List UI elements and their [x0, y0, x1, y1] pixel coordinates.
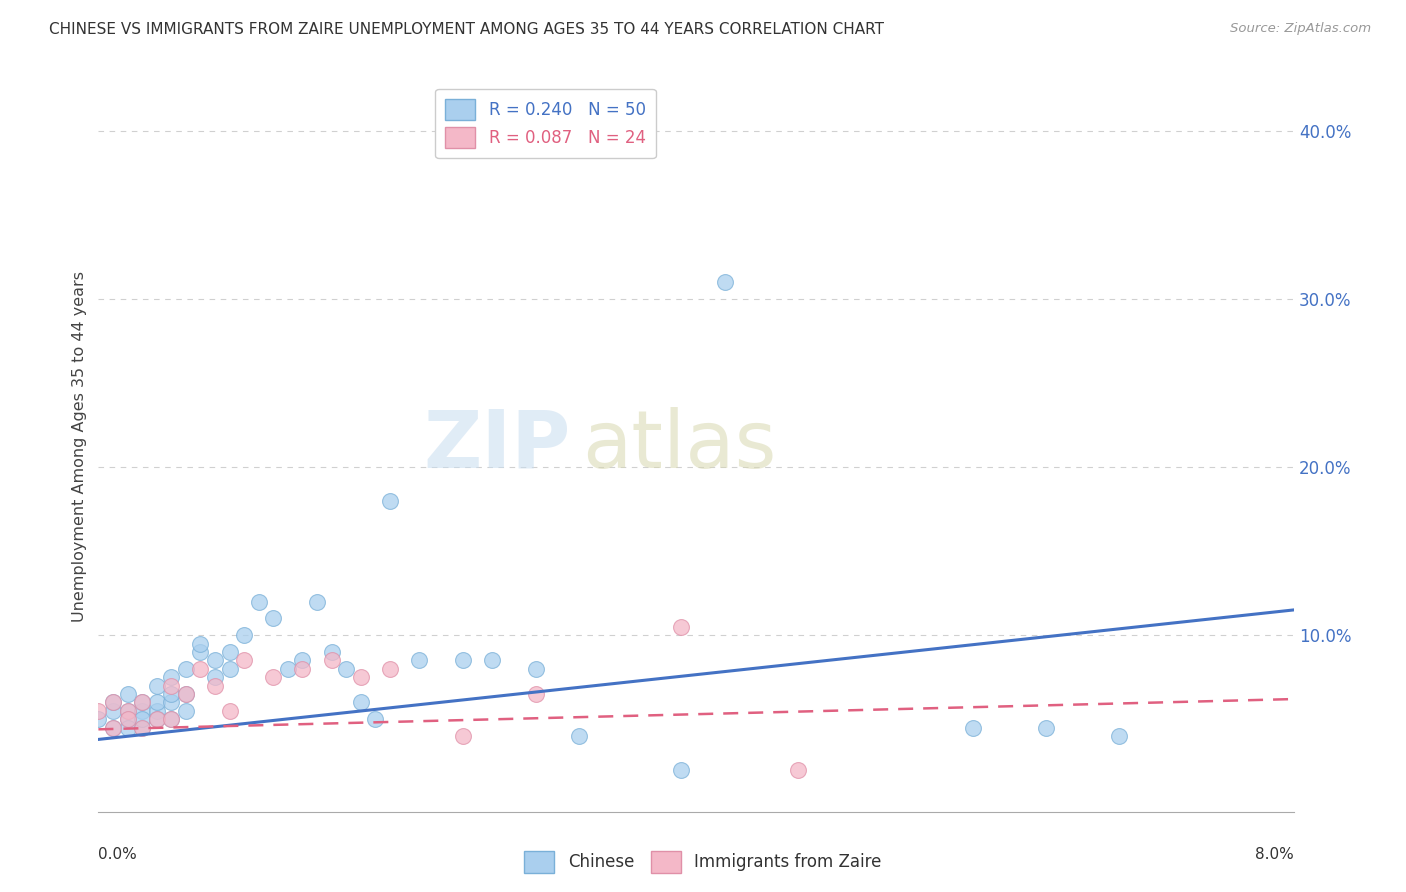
Point	[101, 695, 124, 709]
Point	[117, 704, 139, 718]
Point	[174, 687, 197, 701]
Point	[350, 670, 373, 684]
Point	[174, 687, 197, 701]
Point	[145, 704, 167, 718]
Point	[247, 594, 270, 608]
Point	[335, 662, 357, 676]
Point	[145, 695, 167, 709]
Point	[350, 695, 373, 709]
Point	[117, 687, 139, 701]
Point	[233, 628, 256, 642]
Point	[962, 721, 984, 735]
Point	[174, 704, 197, 718]
Point	[145, 679, 167, 693]
Point	[190, 662, 212, 676]
Text: CHINESE VS IMMIGRANTS FROM ZAIRE UNEMPLOYMENT AMONG AGES 35 TO 44 YEARS CORRELAT: CHINESE VS IMMIGRANTS FROM ZAIRE UNEMPLO…	[49, 22, 884, 37]
Point	[1035, 721, 1057, 735]
Point	[364, 712, 387, 726]
Point	[117, 712, 139, 726]
Point	[1108, 729, 1130, 743]
Text: 8.0%: 8.0%	[1254, 847, 1294, 862]
Point	[131, 704, 153, 718]
Point	[262, 670, 284, 684]
Text: ZIP: ZIP	[423, 407, 571, 485]
Point	[101, 695, 124, 709]
Point	[218, 704, 240, 718]
Point	[451, 729, 474, 743]
Point	[190, 645, 212, 659]
Point	[131, 712, 153, 726]
Point	[262, 611, 284, 625]
Point	[671, 763, 693, 777]
Point	[671, 620, 693, 634]
Point	[160, 712, 183, 726]
Point	[378, 493, 401, 508]
Point	[160, 679, 183, 693]
Point	[481, 653, 503, 667]
Point	[131, 695, 153, 709]
Point	[568, 729, 591, 743]
Point	[714, 275, 737, 289]
Point	[291, 662, 314, 676]
Point	[524, 687, 547, 701]
Point	[204, 670, 226, 684]
Text: 0.0%: 0.0%	[98, 847, 138, 862]
Point	[233, 653, 256, 667]
Point	[204, 653, 226, 667]
Point	[321, 645, 343, 659]
Point	[305, 594, 328, 608]
Point	[101, 704, 124, 718]
Point	[524, 662, 547, 676]
Point	[131, 695, 153, 709]
Legend: Chinese, Immigrants from Zaire: Chinese, Immigrants from Zaire	[517, 845, 889, 880]
Point	[378, 662, 401, 676]
Point	[451, 653, 474, 667]
Point	[145, 712, 167, 726]
Point	[101, 721, 124, 735]
Point	[87, 704, 110, 718]
Point	[160, 712, 183, 726]
Legend: R = 0.240   N = 50, R = 0.087   N = 24: R = 0.240 N = 50, R = 0.087 N = 24	[436, 88, 655, 158]
Y-axis label: Unemployment Among Ages 35 to 44 years: Unemployment Among Ages 35 to 44 years	[72, 270, 87, 622]
Point	[787, 763, 810, 777]
Point	[218, 662, 240, 676]
Point	[117, 712, 139, 726]
Point	[160, 670, 183, 684]
Point	[174, 662, 197, 676]
Point	[204, 679, 226, 693]
Point	[321, 653, 343, 667]
Point	[145, 712, 167, 726]
Point	[160, 687, 183, 701]
Point	[131, 721, 153, 735]
Point	[277, 662, 299, 676]
Point	[408, 653, 430, 667]
Point	[87, 712, 110, 726]
Point	[117, 704, 139, 718]
Point	[160, 695, 183, 709]
Point	[291, 653, 314, 667]
Text: atlas: atlas	[582, 407, 776, 485]
Text: Source: ZipAtlas.com: Source: ZipAtlas.com	[1230, 22, 1371, 36]
Point	[101, 721, 124, 735]
Point	[218, 645, 240, 659]
Point	[131, 721, 153, 735]
Point	[117, 721, 139, 735]
Point	[190, 636, 212, 650]
